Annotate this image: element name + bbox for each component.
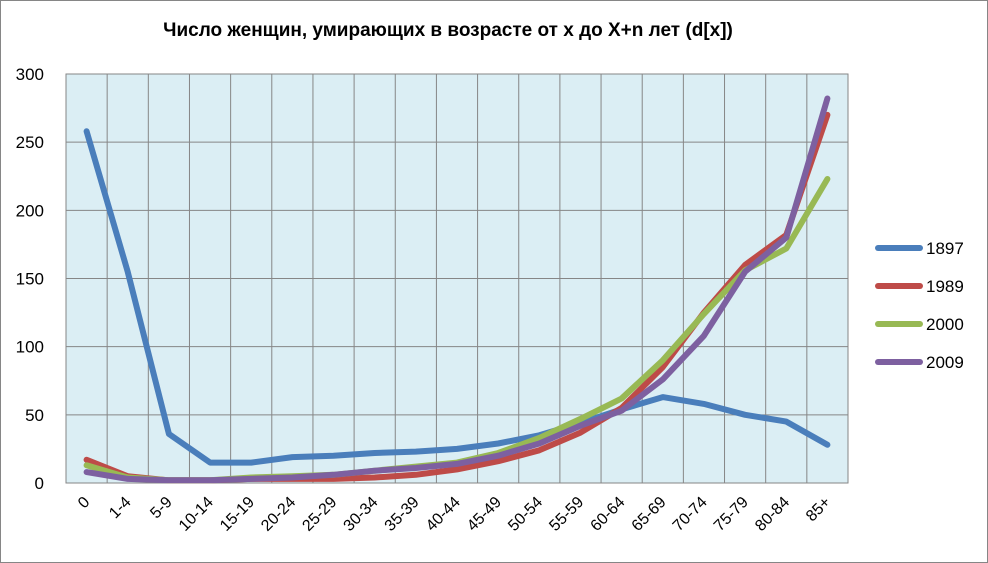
x-tick-label: 75-79 — [711, 494, 752, 535]
x-tick-label: 5-9 — [147, 494, 175, 522]
x-tick-label: 15-19 — [217, 494, 258, 535]
y-tick-label: 250 — [16, 133, 44, 152]
series-line-2009 — [83, 95, 831, 484]
x-tick-label: 60-64 — [588, 494, 629, 535]
x-tick-label: 50-54 — [505, 494, 546, 535]
series-line-1897 — [83, 128, 831, 466]
y-tick-label: 300 — [16, 65, 44, 84]
y-tick-label: 0 — [35, 474, 44, 493]
x-tick-label: 20-24 — [258, 494, 299, 535]
y-tick-label: 150 — [16, 270, 44, 289]
x-tick-label: 35-39 — [382, 494, 423, 535]
x-tick-label: 70-74 — [670, 494, 711, 535]
x-tick-label: 85+ — [803, 494, 834, 525]
x-tick-label: 40-44 — [423, 494, 464, 535]
legend-label-1989: 1989 — [926, 277, 964, 296]
x-tick-label: 10-14 — [176, 494, 217, 535]
legend-label-2000: 2000 — [926, 315, 964, 334]
x-tick-label: 45-49 — [464, 494, 505, 535]
x-tick-label: 1-4 — [106, 494, 134, 522]
y-tick-label: 100 — [16, 338, 44, 357]
legend-label-2009: 2009 — [926, 353, 964, 372]
x-tick-label: 30-34 — [341, 494, 382, 535]
plot-border — [65, 73, 849, 484]
legend-label-1897: 1897 — [926, 239, 964, 258]
x-tick-label: 25-29 — [299, 494, 340, 535]
x-tick-label: 55-59 — [546, 494, 587, 535]
chart-title: Число женщин, умирающих в возрасте от x … — [163, 20, 733, 41]
y-tick-label: 200 — [16, 201, 44, 220]
y-tick-label: 50 — [25, 406, 44, 425]
x-tick-label: 0 — [75, 494, 93, 512]
x-tick-label: 65-69 — [629, 494, 670, 535]
x-tick-label: 80-84 — [752, 494, 793, 535]
